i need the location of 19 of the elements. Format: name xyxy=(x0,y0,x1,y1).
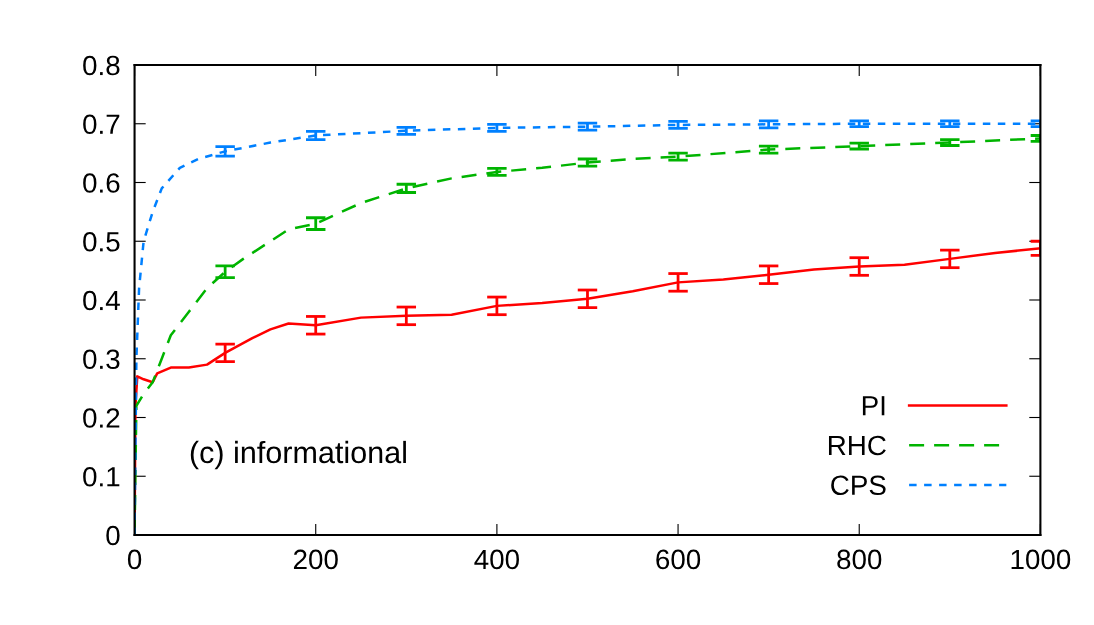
x-tick-label: 600 xyxy=(656,549,701,570)
y-tick-label: 0.8 xyxy=(83,55,120,76)
y-tick-label: 0.3 xyxy=(83,349,120,370)
x-tick-label: 0 xyxy=(127,549,142,570)
annotation: (c) informational xyxy=(190,440,406,470)
legend-label: RHC xyxy=(828,435,886,456)
legend-label: CPS xyxy=(831,475,886,496)
legend-label: PI xyxy=(862,396,885,416)
y-tick-label: 0 xyxy=(106,525,120,546)
x-tick-label: 1000 xyxy=(1011,549,1071,570)
x-tick-label: 800 xyxy=(837,549,882,570)
y-tick-label: 0.7 xyxy=(83,114,120,135)
y-tick-label: 0.2 xyxy=(83,408,120,428)
y-tick-label: 0.1 xyxy=(83,466,120,487)
y-tick-label: 0.6 xyxy=(83,173,120,193)
x-tick-label: 400 xyxy=(474,549,519,570)
y-tick-label: 0.5 xyxy=(83,231,120,252)
x-tick-label: 200 xyxy=(293,549,338,570)
y-tick-label: 0.4 xyxy=(83,290,120,311)
